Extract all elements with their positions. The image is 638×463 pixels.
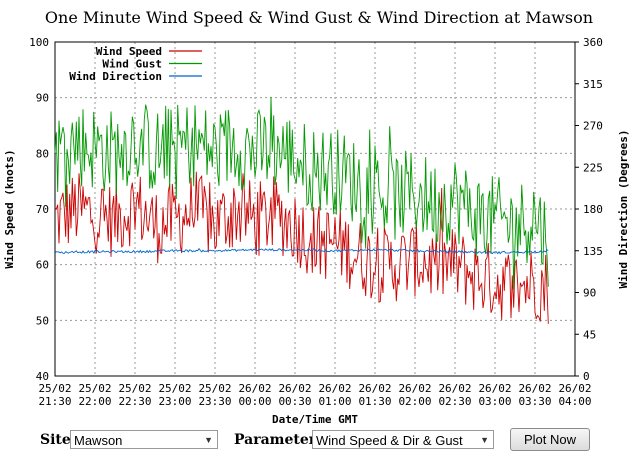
x-tick-label-date: 26/02 (318, 382, 351, 395)
y-tick-label: 60 (36, 259, 49, 272)
y-tick-label: 40 (36, 370, 49, 383)
site-select[interactable]: Mawson ▼ (70, 430, 218, 449)
x-tick-label-date: 26/02 (398, 382, 431, 395)
x-tick-label-time: 23:00 (158, 395, 191, 408)
x-tick-label-date: 26/02 (478, 382, 511, 395)
y-tick-label: 70 (36, 203, 49, 216)
y2-axis-label: Wind Direction (Degrees) (617, 130, 630, 289)
x-tick-label-time: 21:30 (38, 395, 71, 408)
chevron-down-icon: ▼ (204, 435, 213, 445)
x-tick-label-date: 26/02 (518, 382, 551, 395)
x-tick-label-date: 26/02 (238, 382, 271, 395)
y-tick-label: 50 (36, 314, 49, 327)
plot-controls: Site Mawson ▼ Parameter Wind Speed & Dir… (0, 428, 638, 454)
y2-tick-label: 360 (583, 36, 603, 49)
x-tick-label-time: 03:00 (478, 395, 511, 408)
x-tick-label-date: 26/02 (558, 382, 591, 395)
x-tick-label-date: 25/02 (78, 382, 111, 395)
grid (55, 42, 575, 376)
x-axis-label: Date/Time GMT (272, 413, 358, 425)
x-tick-label-date: 26/02 (438, 382, 471, 395)
axes: 25/0221:3025/0222:0025/0222:3025/0223:00… (29, 36, 603, 408)
site-select-value: Mawson (74, 433, 123, 448)
x-tick-label-date: 25/02 (198, 382, 231, 395)
x-tick-label-date: 25/02 (38, 382, 71, 395)
parameter-select[interactable]: Wind Speed & Dir & Gust ▼ (312, 430, 494, 449)
x-tick-label-date: 26/02 (358, 382, 391, 395)
plot-now-button[interactable]: Plot Now (510, 428, 590, 451)
legend-label: Wind Direction (69, 70, 162, 83)
x-tick-label-date: 25/02 (158, 382, 191, 395)
y2-tick-label: 315 (583, 78, 603, 91)
y2-tick-label: 90 (583, 287, 596, 300)
series-line-wind-direction (54, 247, 549, 255)
y2-tick-label: 135 (583, 245, 603, 258)
y-axis-label: Wind Speed (knots) (3, 149, 16, 268)
x-tick-label-time: 22:30 (118, 395, 151, 408)
x-tick-label-time: 02:30 (438, 395, 471, 408)
y2-tick-label: 180 (583, 203, 603, 216)
parameter-select-value: Wind Speed & Dir & Gust (316, 433, 463, 448)
parameter-label: Parameter (234, 432, 317, 448)
y2-tick-label: 225 (583, 161, 603, 174)
y2-tick-label: 0 (583, 370, 590, 383)
series-layer (54, 96, 549, 324)
legend-label: Wind Gust (102, 58, 162, 71)
x-tick-label-date: 26/02 (278, 382, 311, 395)
chevron-down-icon: ▼ (480, 435, 489, 445)
x-tick-label-time: 01:30 (358, 395, 391, 408)
y-tick-label: 90 (36, 92, 49, 105)
legend-label: Wind Speed (96, 45, 162, 58)
x-tick-label-time: 00:00 (238, 395, 271, 408)
x-tick-label-time: 01:00 (318, 395, 351, 408)
series-line-wind-speed (54, 171, 549, 324)
x-tick-label-time: 23:30 (198, 395, 231, 408)
x-tick-label-date: 25/02 (118, 382, 151, 395)
site-label: Site (40, 432, 71, 448)
x-tick-label-time: 04:00 (558, 395, 591, 408)
y2-tick-label: 45 (583, 328, 596, 341)
x-tick-label-time: 02:00 (398, 395, 431, 408)
x-tick-label-time: 00:30 (278, 395, 311, 408)
y-tick-label: 100 (29, 36, 49, 49)
x-tick-label-time: 03:30 (518, 395, 551, 408)
y2-tick-label: 270 (583, 120, 603, 133)
chart-title: One Minute Wind Speed & Wind Gust & Wind… (44, 8, 594, 27)
y-tick-label: 80 (36, 147, 49, 160)
chart: 25/0221:3025/0222:0025/0222:3025/0223:00… (3, 36, 630, 425)
x-tick-label-time: 22:00 (78, 395, 111, 408)
series-line-wind-gust (54, 96, 549, 290)
